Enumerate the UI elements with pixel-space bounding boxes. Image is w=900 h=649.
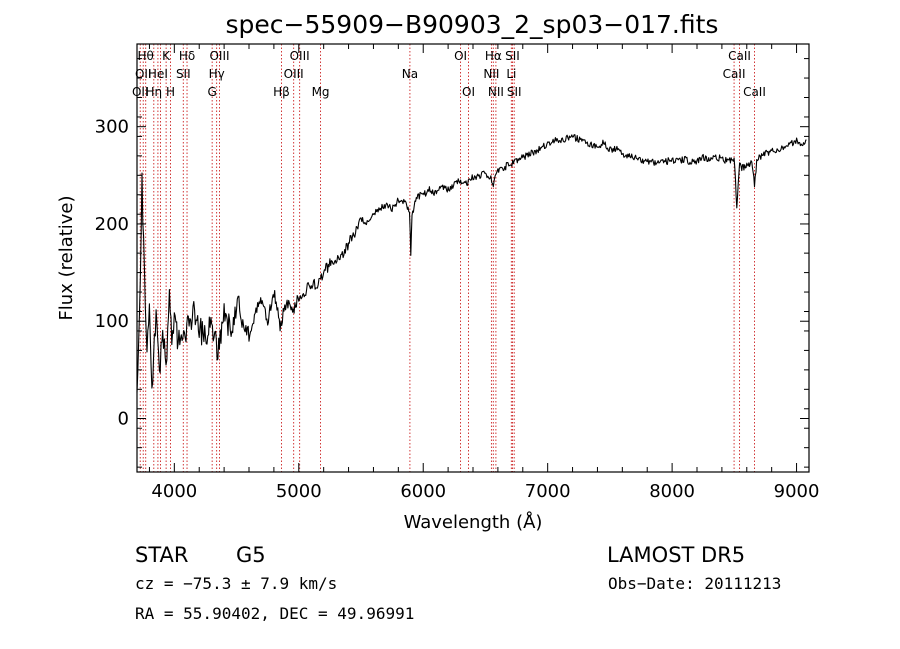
x-axis-ticks: 4000 5000 6000 7000 8000 9000 (148, 44, 820, 502)
x-tick-label: 4000 (151, 481, 197, 502)
line-marker-label: Hβ (273, 85, 290, 99)
object-class: STAR (135, 543, 188, 567)
spectral-line-markers (139, 44, 755, 472)
line-marker-label: NII (483, 67, 499, 81)
plot-frame (136, 43, 810, 473)
line-marker-label: OIII (284, 67, 304, 81)
line-marker-label: Hα (485, 49, 502, 63)
line-marker-label: K (162, 49, 171, 63)
y-tick-label: 300 (95, 117, 129, 138)
line-marker-label: Li (506, 67, 516, 81)
line-marker-label: OI (462, 85, 475, 99)
x-tick-label: 6000 (400, 481, 446, 502)
line-marker-label: Hθ (138, 49, 154, 63)
line-marker-label: OII (135, 67, 152, 81)
line-marker-label: Mg (312, 85, 330, 99)
x-tick-label: 7000 (525, 481, 571, 502)
y-tick-label: 100 (95, 311, 129, 332)
line-marker-label: Hη (145, 85, 162, 99)
y-axis-ticks: 0 100 200 300 (95, 58, 809, 468)
line-marker-label: OII (132, 85, 149, 99)
sky-coordinates: RA = 55.90402, DEC = 49.96991 (135, 604, 414, 623)
x-tick-label: 8000 (649, 481, 695, 502)
line-marker-label: CaII (728, 49, 751, 63)
line-marker-label: CaII (743, 85, 766, 99)
y-axis-label: Flux (relative) (56, 195, 77, 320)
object-subclass: G5 (236, 543, 266, 567)
line-marker-label: SII (505, 49, 520, 63)
line-marker-label: SII (176, 67, 191, 81)
survey-name: LAMOST DR5 (607, 543, 745, 567)
x-tick-label: 5000 (276, 481, 322, 502)
observation-date: Obs−Date: 20111213 (608, 574, 781, 593)
line-marker-label: OIII (290, 49, 310, 63)
x-axis-label: Wavelength (Å) (404, 511, 543, 533)
y-tick-label: 200 (95, 214, 129, 235)
x-tick-label: 9000 (774, 481, 820, 502)
redshift-velocity: cz = −75.3 ± 7.9 km/s (135, 574, 337, 593)
line-marker-label: SII (507, 85, 522, 99)
line-marker-label: OI (454, 49, 467, 63)
line-marker-label: Hγ (209, 67, 225, 81)
line-marker-label: OIII (209, 49, 229, 63)
line-marker-label: Na (402, 67, 418, 81)
line-marker-label: CaII (723, 67, 746, 81)
spectral-line-labels: OIIOIIHθHηHeIKHSIIHδGHγOIIIHβOIIIOIIIMgN… (132, 49, 766, 99)
line-marker-label: NII (488, 85, 504, 99)
spectrum-line (136, 134, 807, 393)
line-marker-label: H (166, 85, 175, 99)
line-marker-label: Hδ (179, 49, 195, 63)
y-tick-label: 0 (118, 409, 129, 430)
line-marker-label: HeI (148, 67, 168, 81)
chart-title: spec−55909−B90903_2_sp03−017.fits (226, 10, 719, 39)
line-marker-label: G (208, 85, 217, 99)
